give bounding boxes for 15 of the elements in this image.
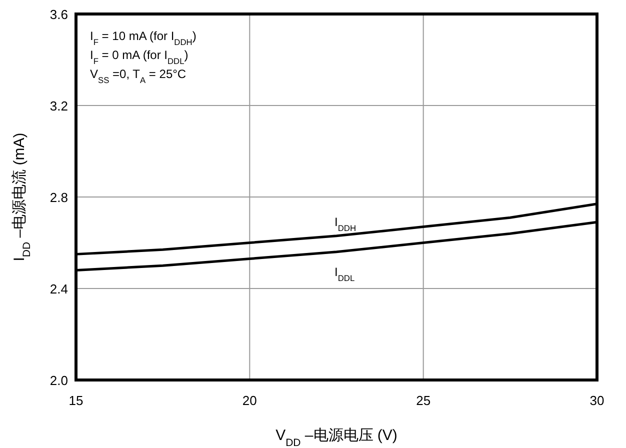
x-tick-label: 30 <box>590 393 604 408</box>
annotation: I$_{F}$ = 0 mA (for I$_{DDL}$) <box>90 48 188 66</box>
x-tick-label: 15 <box>68 393 84 408</box>
series-label: I$_{DDL}$ <box>334 264 355 283</box>
y-tick-label: 3.2 <box>50 98 68 114</box>
annotation: V$_{SS}$ =0, T$_{A}$ = 25°C <box>90 67 186 85</box>
x-axis-title: V$_{DD}$ –电源电压 (V) <box>276 427 398 448</box>
x-tick-label: 20 <box>242 393 257 408</box>
annotation: I$_{F}$ = 10 mA (for I$_{DDH}$) <box>90 29 196 47</box>
y-tick-label: 2.8 <box>50 190 68 205</box>
x-tick-label: 25 <box>416 393 431 408</box>
y-tick-label: 2.4 <box>50 282 68 296</box>
series-label: I$_{DDH}$ <box>334 214 356 233</box>
y-tick-label: 2.0 <box>50 373 68 388</box>
y-tick-label: 3.6 <box>50 7 68 22</box>
